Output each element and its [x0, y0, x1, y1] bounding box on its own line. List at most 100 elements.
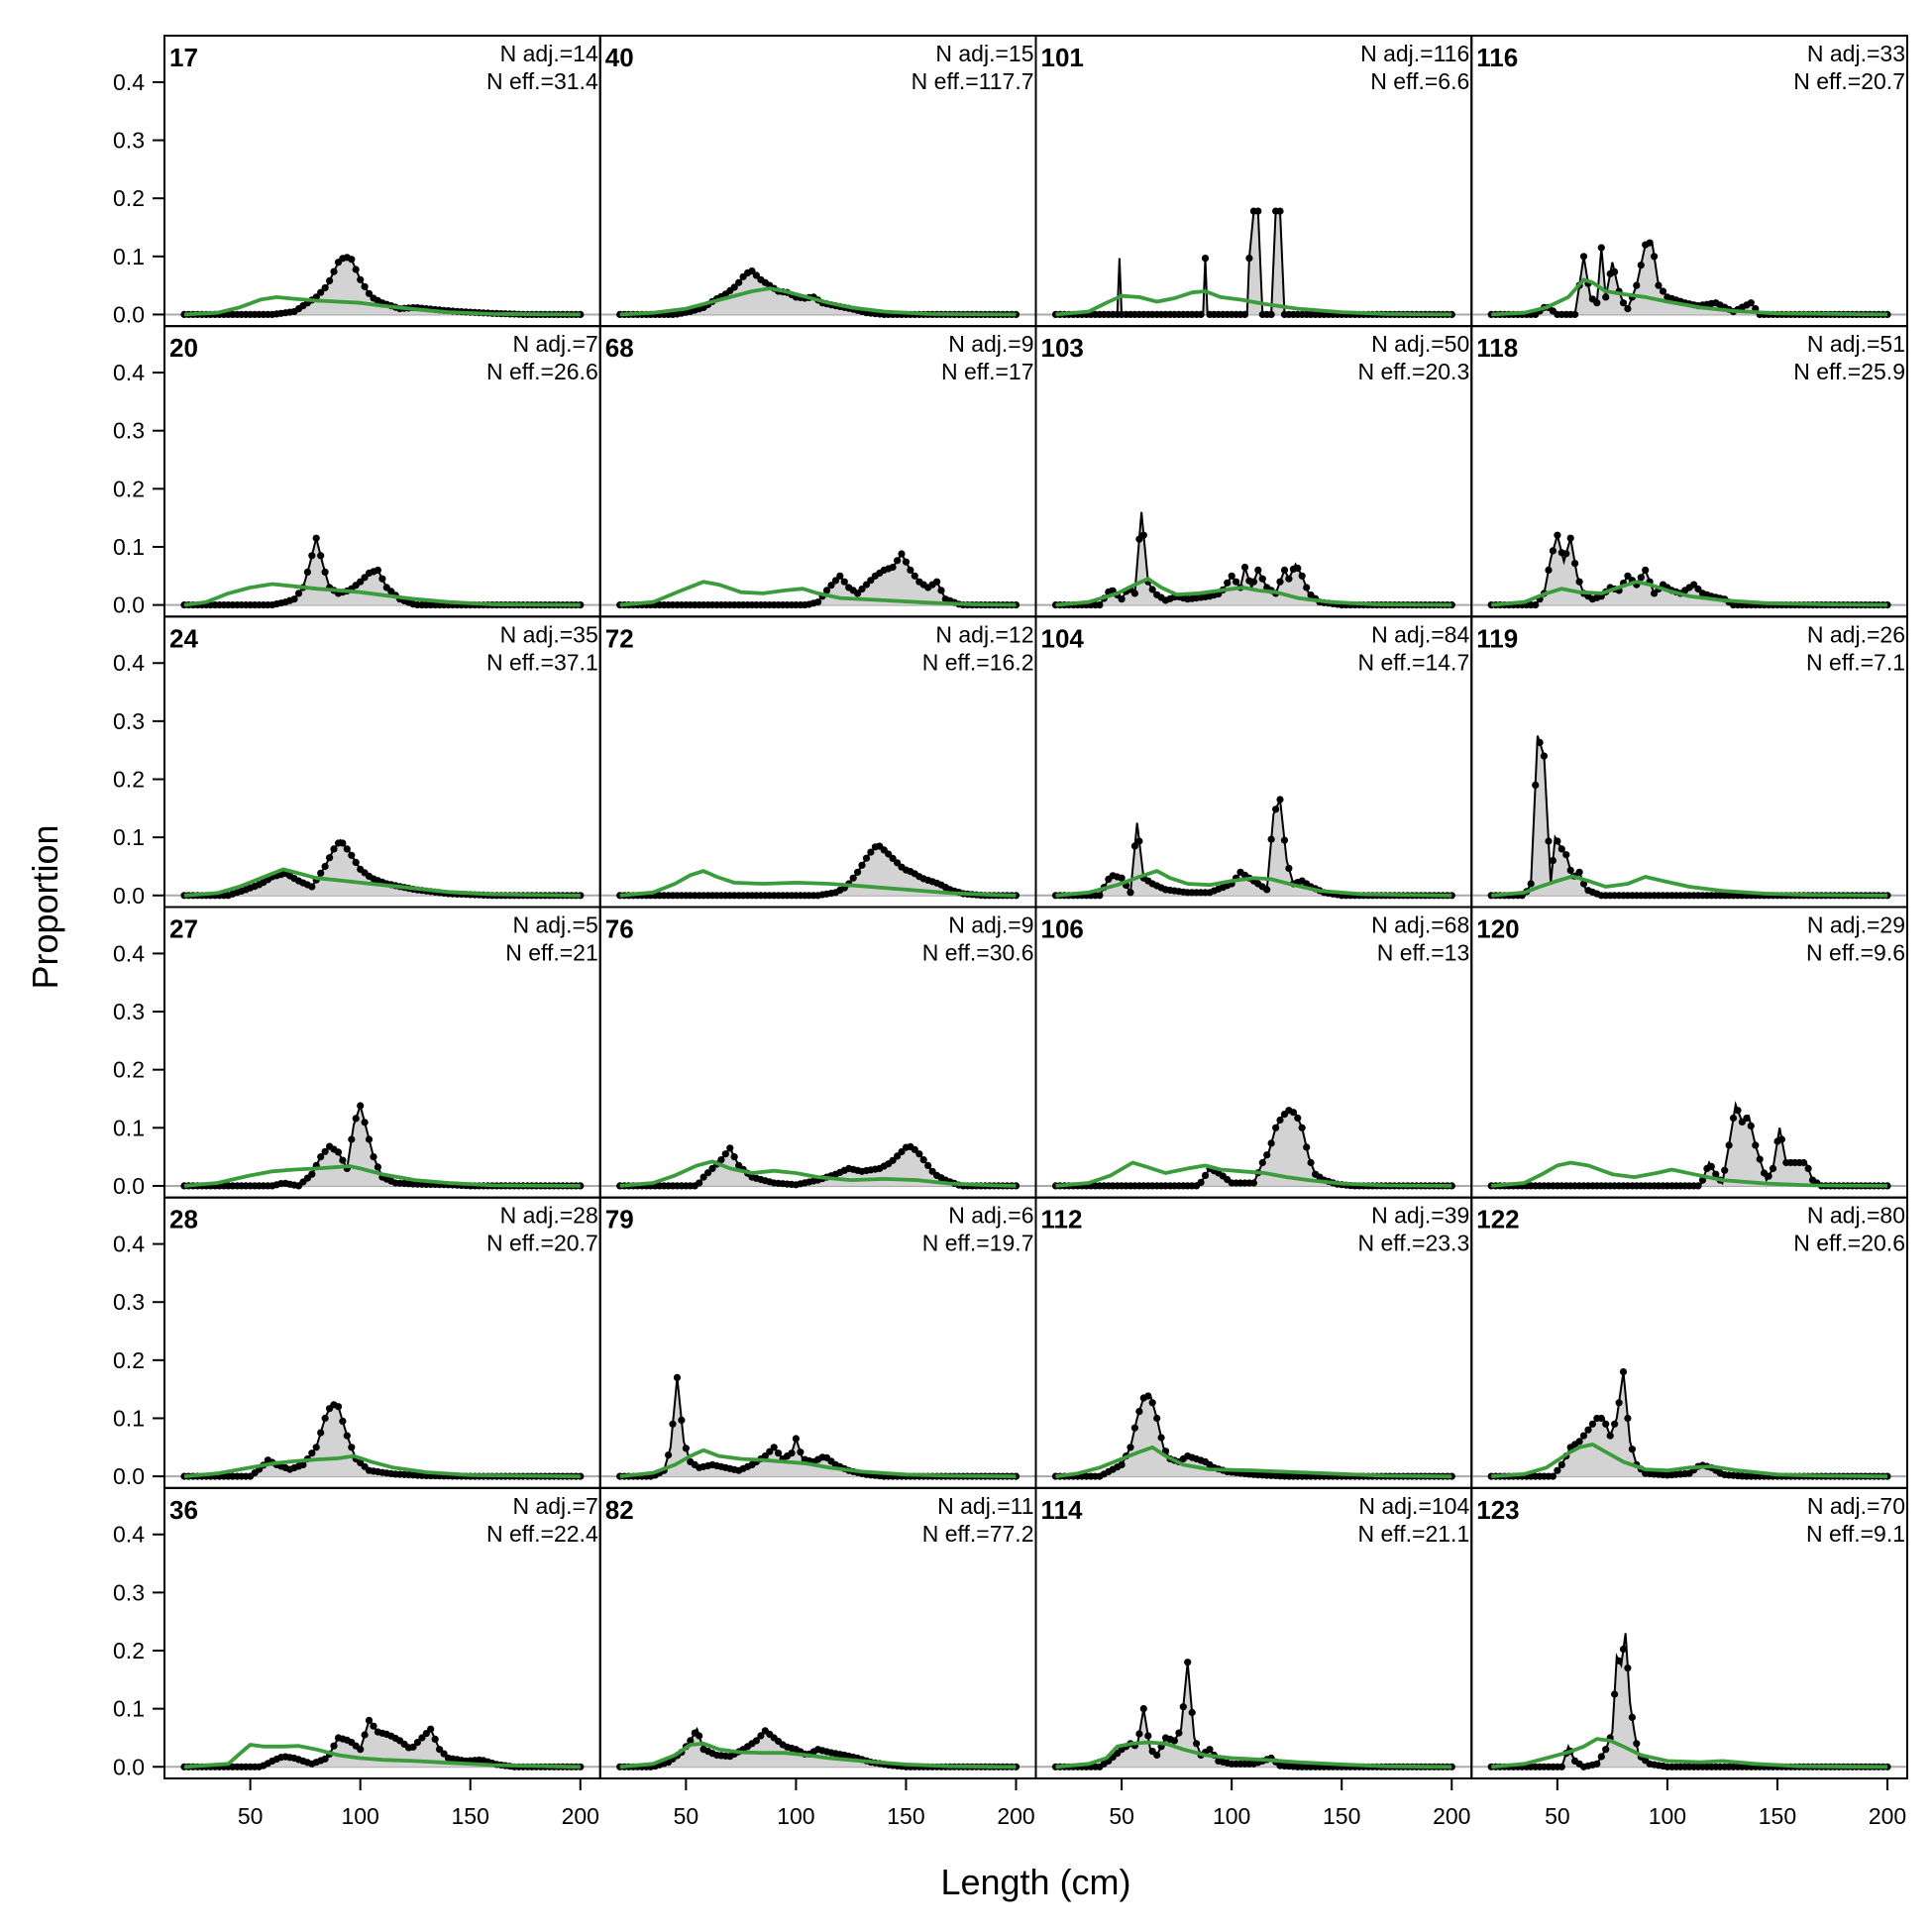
observed-point — [374, 566, 381, 575]
observed-point — [1245, 255, 1253, 263]
observed-point — [317, 1153, 325, 1161]
panels-layer: 17 N adj.=14N eff.=31.420 N adj.=7N eff.=2… — [163, 35, 1908, 1780]
observed-point — [1206, 1746, 1214, 1754]
observed-point — [721, 1150, 729, 1158]
observed-point — [1575, 1438, 1583, 1446]
x-tick-label: 200 — [997, 1803, 1034, 1829]
panel-frame — [1470, 1486, 1908, 1780]
panel-40: 40 N adj.=15N eff.=117.7 — [598, 35, 1037, 328]
panel-id-label: 27 — [169, 914, 198, 944]
observed-point — [365, 289, 374, 297]
observed-point — [1276, 207, 1284, 215]
y-tick-label: 0.1 — [113, 1696, 145, 1722]
observed-point — [1263, 886, 1271, 894]
observed-point — [308, 1170, 316, 1178]
observed-point — [898, 1147, 906, 1156]
observed-point — [1276, 1116, 1284, 1125]
observed-point — [682, 1445, 691, 1452]
observed-point — [1637, 262, 1645, 269]
observed-point — [889, 1156, 897, 1164]
observed-point — [361, 574, 369, 582]
y-tick-label: 0.4 — [113, 1232, 145, 1257]
observed-point — [1633, 281, 1641, 289]
n-eff-label: N eff.=16.2 — [922, 649, 1034, 675]
n-adj-label: N adj.=70 — [1807, 1493, 1905, 1519]
panel-id-label: 123 — [1476, 1495, 1519, 1525]
y-tick-label: 0.1 — [113, 1115, 145, 1140]
panel-79: 79 N adj.=6N eff.=19.7 — [598, 1196, 1037, 1489]
observed-line — [1491, 735, 1887, 897]
observed-line — [1491, 1371, 1887, 1478]
observed-point — [1127, 1444, 1134, 1451]
panel-id-label: 28 — [169, 1205, 198, 1234]
n-eff-label: N eff.=20.7 — [486, 1231, 598, 1256]
observed-point — [902, 558, 911, 566]
y-tick-label: 0.2 — [113, 1347, 145, 1373]
observed-area — [619, 844, 1017, 896]
expected-line — [1491, 874, 1888, 898]
observed-point — [1557, 845, 1565, 853]
panel-122: 122 N adj.=80N eff.=20.6 — [1470, 1196, 1908, 1489]
observed-point — [840, 578, 848, 586]
n-adj-label: N adj.=28 — [500, 1203, 598, 1229]
observed-point — [858, 861, 866, 869]
observed-point — [867, 848, 875, 856]
expected-line — [619, 286, 1017, 317]
x-tick-label: 200 — [562, 1803, 599, 1829]
observed-point — [294, 590, 303, 597]
panel-id-label: 103 — [1041, 333, 1084, 363]
observed-point — [370, 1722, 377, 1730]
observed-point — [792, 1435, 801, 1443]
observed-point — [911, 1145, 918, 1153]
panel-28: 28 N adj.=28N eff.=20.7 — [163, 1196, 601, 1489]
observed-area — [619, 270, 1017, 315]
observed-point — [1276, 796, 1284, 804]
observed-point — [1659, 287, 1667, 295]
observed-point — [321, 1755, 329, 1763]
observed-point — [357, 1746, 365, 1754]
y-tick-label: 0.3 — [113, 708, 145, 734]
observed-point — [1602, 1746, 1610, 1754]
observed-area — [1491, 1633, 1887, 1768]
observed-point — [1170, 1737, 1178, 1745]
panel-27: 27 N adj.=5N eff.=21 — [163, 906, 601, 1199]
panel-id-label: 118 — [1476, 333, 1518, 363]
x-tick-label: 50 — [674, 1803, 699, 1829]
observed-point — [1690, 581, 1698, 589]
expected-line — [1055, 289, 1452, 317]
y-tick-label: 0.0 — [113, 592, 145, 618]
observed-point — [730, 283, 738, 291]
observed-point — [1139, 1705, 1147, 1713]
observed-point — [862, 854, 871, 862]
y-tick-label: 0.4 — [113, 650, 145, 676]
observed-point — [326, 276, 334, 284]
observed-point — [1267, 310, 1275, 318]
expected-line — [619, 580, 1017, 607]
observed-point — [374, 1163, 381, 1171]
x-axis-title: Length (cm) — [940, 1862, 1130, 1902]
observed-point — [907, 566, 914, 575]
x-tick-label: 50 — [238, 1803, 264, 1829]
observed-point — [1554, 837, 1561, 845]
panel-id-label: 104 — [1041, 623, 1085, 653]
panel-17: 17 N adj.=14N eff.=31.4 — [163, 35, 601, 328]
observed-point — [1554, 1466, 1561, 1474]
x-tick-label: 150 — [1323, 1803, 1360, 1829]
observed-point — [303, 568, 311, 577]
panel-119: 119 N adj.=26N eff.=7.1 — [1470, 615, 1908, 909]
observed-point — [365, 1135, 374, 1143]
panel-id-label: 76 — [605, 914, 634, 944]
observed-point — [321, 283, 329, 292]
observed-point — [321, 862, 329, 871]
expected-line — [1055, 869, 1452, 898]
observed-point — [1628, 1446, 1636, 1453]
observed-point — [312, 1444, 320, 1451]
observed-point — [330, 268, 338, 275]
observed-point — [317, 1429, 325, 1437]
observed-point — [730, 1153, 738, 1161]
observed-point — [1249, 578, 1257, 586]
y-tick-label: 0.2 — [113, 185, 145, 211]
observed-point — [1597, 244, 1605, 252]
observed-point — [308, 552, 316, 560]
